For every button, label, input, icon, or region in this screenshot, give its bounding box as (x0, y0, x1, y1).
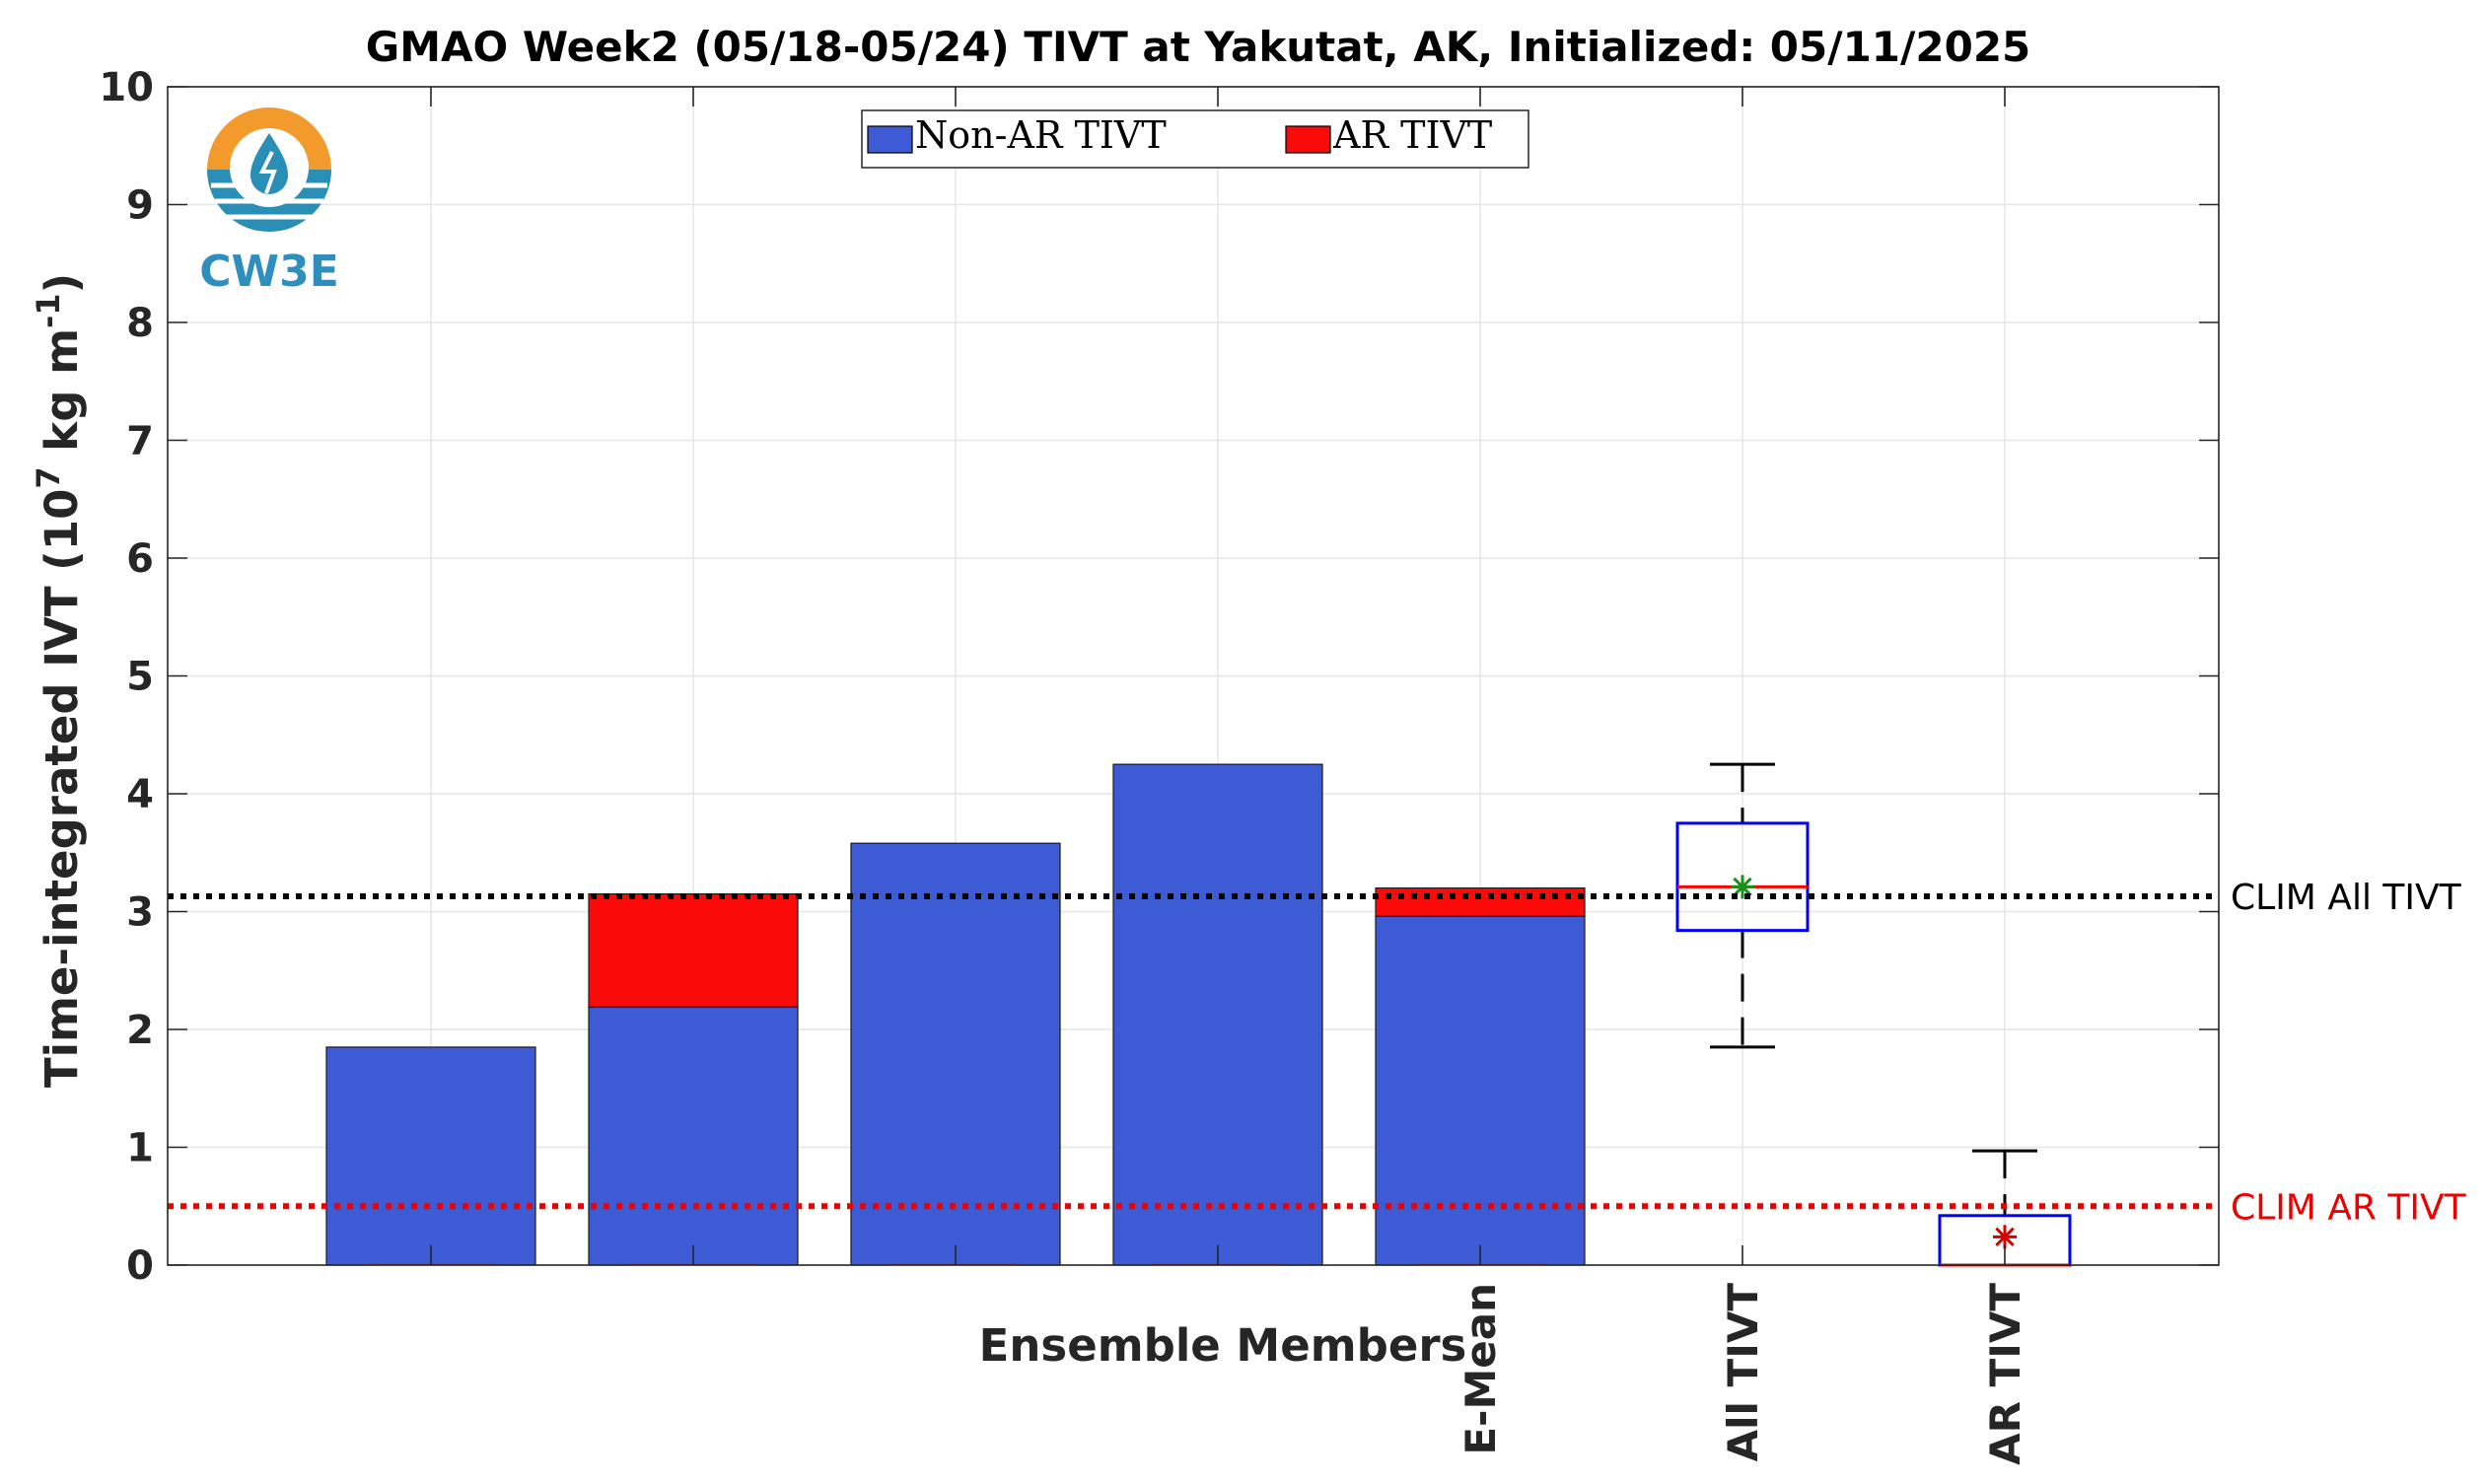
y-tick-label: 5 (126, 655, 154, 700)
legend-swatch-ar (1285, 125, 1331, 154)
y-tick-label: 7 (126, 419, 154, 464)
box-iqr (1675, 821, 1810, 933)
cw3e-logo: CW3E (199, 107, 339, 297)
y-tick-label: 1 (126, 1126, 154, 1171)
reference-line-label: CLIM AR TIVT (2231, 1187, 2467, 1228)
y-tick-label: 4 (126, 772, 154, 817)
x-axis-label: Ensemble Members (979, 1319, 1467, 1372)
y-tick-label: 3 (126, 890, 154, 936)
y-axis-label: Time-integrated IVT (107 kg m-1) (30, 273, 88, 1088)
legend-swatch-non-ar (867, 125, 913, 154)
reference-lines: CLIM All TIVT CLIM AR TIVT (168, 878, 2467, 1228)
chart-title: GMAO Week2 (05/18-05/24) TIVT at Yakutat… (366, 23, 2031, 71)
bar-non-ar (325, 1046, 536, 1266)
y-tick-label: 0 (126, 1243, 154, 1289)
bar-non-ar (1112, 763, 1323, 1266)
logo-bolt-icon (258, 151, 277, 194)
logo-drop-icon (250, 133, 288, 194)
y-tick-label: 8 (126, 301, 154, 346)
y-tick-label: 9 (126, 183, 154, 229)
legend-label-non-ar: Non-AR TIVT (915, 113, 1167, 157)
y-tick-label: 6 (126, 536, 154, 582)
mean-marker (1731, 875, 1754, 899)
bar-non-ar (850, 842, 1061, 1266)
y-tick-label: 2 (126, 1008, 154, 1053)
mean-marker-stroke (1733, 877, 1752, 897)
legend: Non-AR TIVT AR TIVT (861, 109, 1529, 169)
bar-ar (588, 892, 799, 1008)
x-tick-label: All TIVT (1719, 1283, 1767, 1462)
bar-ar (1375, 886, 1586, 917)
legend-box (861, 109, 1529, 169)
legend-label-ar: AR TIVT (1332, 113, 1492, 157)
y-tick-label: 10 (99, 65, 154, 110)
mean-marker (1993, 1225, 2017, 1249)
bar-non-ar (1375, 915, 1586, 1266)
reference-line-label: CLIM All TIVT (2231, 878, 2462, 918)
bars (325, 763, 1586, 1266)
bar-non-ar (588, 1006, 799, 1266)
mean-marker-stroke (1995, 1227, 2015, 1247)
x-tick-label: AR TIVT (1981, 1283, 2029, 1465)
axis-ticks: 0 1 2 3 4 5 6 7 8 9 10 E-Mean All TIVT AR TIVT (99, 65, 2219, 1465)
logo-text: CW3E (199, 247, 339, 297)
x-tick-label: E-Mean (1457, 1283, 1505, 1455)
boxplots (1675, 762, 2072, 1267)
